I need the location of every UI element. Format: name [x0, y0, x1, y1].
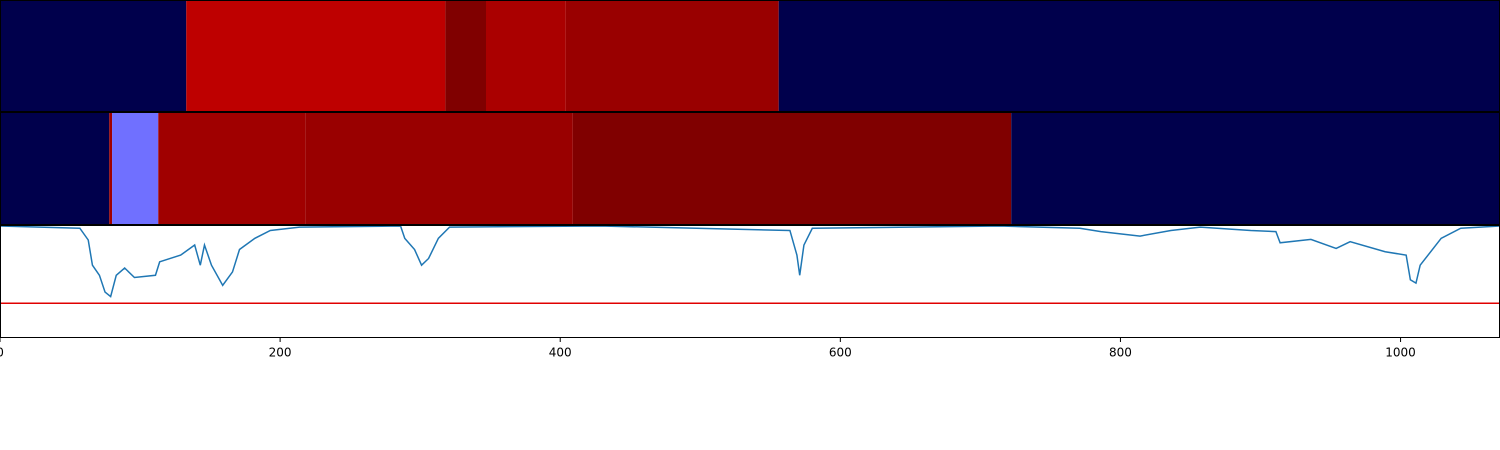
x-tick-label: 400	[549, 346, 572, 360]
line	[0, 226, 1500, 298]
segment	[778, 1, 1500, 112]
segment	[186, 1, 446, 112]
segment	[0, 1, 187, 112]
x-tick-label: 600	[829, 346, 852, 360]
segment	[565, 1, 779, 112]
segment	[0, 113, 110, 225]
segment	[572, 113, 1012, 225]
segment	[445, 1, 486, 112]
x-tick-label: 200	[269, 346, 292, 360]
x-tick-label: 1000	[1385, 346, 1416, 360]
segment	[485, 1, 566, 112]
x-tick-label: 0	[0, 346, 4, 360]
segment	[305, 113, 573, 225]
segment	[112, 113, 159, 225]
segment	[158, 113, 306, 225]
x-tick-label: 800	[1109, 346, 1132, 360]
segment	[1011, 113, 1500, 225]
segment	[109, 113, 113, 225]
